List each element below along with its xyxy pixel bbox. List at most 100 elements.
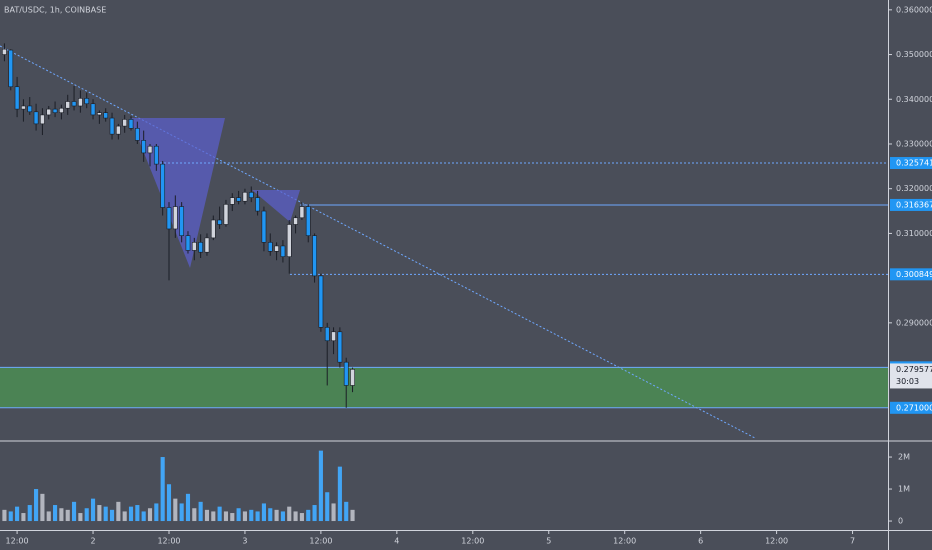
volume-bar [211, 511, 216, 522]
volume-bar [179, 503, 184, 522]
x-tick-label: 2 [90, 537, 95, 546]
axis-layer: 0.360000 0.350000 0.340000 0.330000 0.320000… [6, 5, 932, 546]
candle-body [305, 206, 311, 236]
candle-body [134, 128, 140, 141]
candle-body [59, 107, 64, 113]
candle-body [312, 235, 317, 277]
volume-bar [84, 508, 89, 522]
volume-bar [299, 513, 304, 522]
volume-bar [230, 513, 235, 522]
volume-bar [249, 509, 254, 522]
level-label: 0.300849 [896, 270, 932, 279]
candle-body [116, 125, 121, 135]
x-tick-label: 12:00 [157, 537, 180, 546]
y-tick-label: 0.360000 [896, 5, 932, 14]
candle-body [78, 98, 83, 107]
volume-bar [242, 511, 248, 522]
volume-bar [122, 511, 127, 522]
volume-bar [2, 509, 7, 522]
candle-body [299, 206, 305, 219]
candle-body [179, 206, 185, 236]
last-price-label: 0.279577 [896, 365, 932, 374]
candle-body [97, 112, 102, 116]
volume-bar [268, 508, 273, 522]
candle-body [27, 105, 33, 113]
volume-bar [312, 505, 317, 522]
candle-body [286, 224, 292, 257]
candle-body [33, 111, 39, 125]
candle-body [198, 242, 203, 253]
candle-body [147, 145, 153, 154]
volume-bar [198, 501, 203, 522]
candle-body [90, 103, 96, 116]
candle-body [166, 207, 172, 230]
y-tick-label: 0.340000 [896, 95, 932, 104]
y-tick-label: 0.350000 [896, 50, 932, 59]
candle-body [128, 119, 134, 129]
candle-body [324, 327, 330, 342]
candle-body [229, 197, 235, 205]
candle-body [14, 86, 20, 110]
volume-tick-label: 2M [898, 453, 910, 462]
volume-bar [160, 457, 165, 522]
volume-bar [135, 505, 140, 522]
chart-title: BAT/USDC, 1h, COINBASE [4, 6, 106, 15]
candle-body [153, 145, 159, 165]
volume-bar [306, 509, 311, 522]
level-label-box [890, 198, 932, 211]
volume-bar [141, 511, 146, 522]
x-tick-label: 12:00 [613, 537, 636, 546]
volume-bar [34, 489, 39, 522]
candle-body [46, 108, 52, 116]
y-tick-label: 0.330000 [896, 139, 932, 148]
volume-bar [217, 506, 222, 522]
volume-bar [293, 511, 298, 522]
level-label-box [890, 157, 932, 170]
candle-body [21, 105, 26, 110]
volume-bar [192, 508, 197, 522]
volume-bar [40, 493, 45, 522]
candle-body [122, 119, 128, 127]
zone-layer [0, 366, 888, 409]
volume-bar [78, 513, 83, 522]
y-tick-label: 0.320000 [896, 184, 932, 193]
volume-bar [274, 509, 279, 522]
volume-tick-label: 0 [898, 517, 903, 526]
candle-body [2, 48, 7, 55]
candle-body [343, 361, 349, 386]
plot-layer [2, 43, 888, 522]
trend-line [0, 45, 756, 439]
volume-bar [65, 509, 70, 522]
volume-bar [59, 508, 64, 522]
volume-bar [154, 503, 159, 522]
candle-body [255, 197, 260, 212]
volume-bar [147, 508, 153, 522]
x-tick-label: 4 [394, 537, 399, 546]
candle-body [337, 331, 343, 363]
volume-bar [331, 503, 336, 522]
volume-bar [280, 511, 285, 522]
candle-body [210, 219, 216, 239]
volume-bar [27, 505, 32, 522]
candle-body [204, 237, 210, 253]
volume-bar [128, 506, 134, 522]
candle-body [141, 140, 147, 154]
volume-bar [46, 511, 51, 522]
volume-tick-label: 1M [898, 485, 910, 494]
level-label: 0.316367 [896, 200, 932, 209]
candle-body [223, 204, 229, 225]
candle-body [280, 245, 286, 257]
volume-bar [21, 513, 26, 522]
volume-bar [53, 505, 58, 522]
x-tick-label: 7 [850, 537, 855, 546]
candle-body [261, 210, 267, 243]
candle-body [248, 191, 254, 198]
candle-body [242, 191, 248, 202]
volume-bar [8, 511, 13, 522]
volume-bar [255, 511, 260, 522]
volume-bar [103, 506, 108, 522]
candle-body [65, 101, 71, 109]
volume-bar [204, 509, 210, 522]
